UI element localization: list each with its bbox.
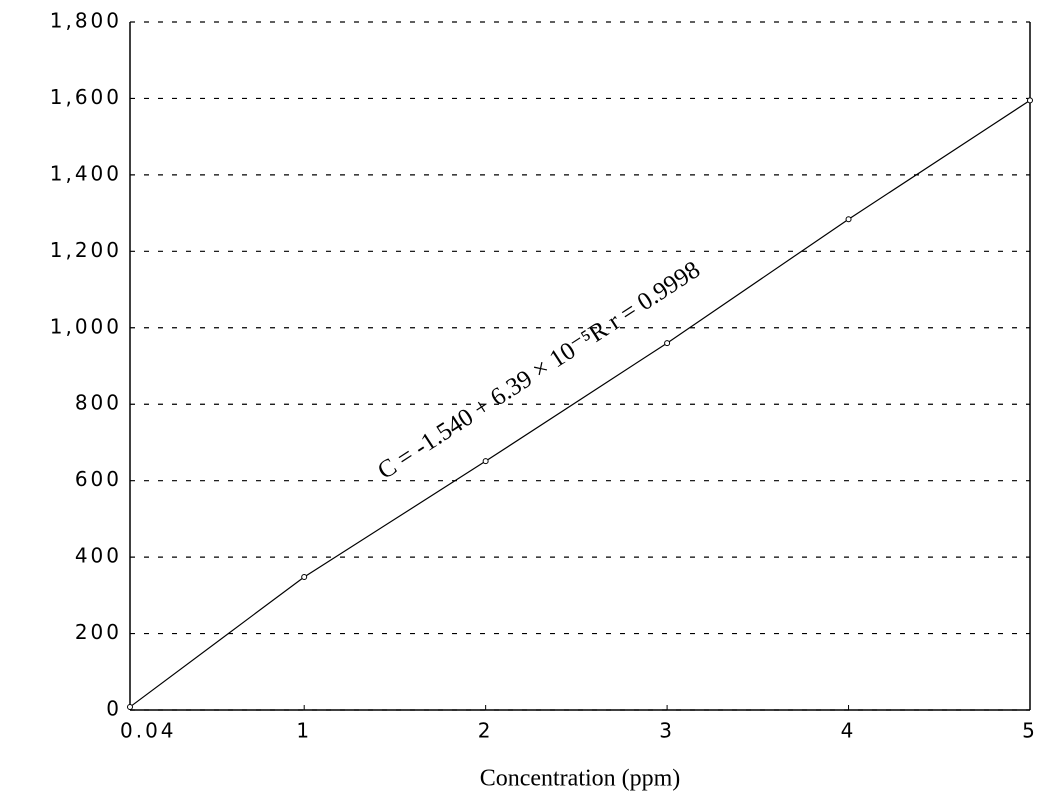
- data-point: [483, 459, 488, 464]
- y-tick-label: 400: [75, 544, 122, 568]
- y-tick-label: 200: [75, 620, 122, 644]
- y-tick-label: 1,200: [50, 238, 122, 262]
- y-tick-label: 1,400: [50, 161, 122, 185]
- x-axis-label: Concentration (ppm): [480, 766, 681, 792]
- data-point: [665, 341, 670, 346]
- y-tick-label: 1,000: [50, 314, 122, 338]
- x-tick-label: 0.04: [120, 719, 177, 743]
- y-tick-label: 800: [75, 391, 122, 415]
- x-tick-label: 1: [296, 719, 312, 743]
- annotation: C = -1.540 + 6.39 × 10⁻⁵R r = 0.9998: [373, 256, 705, 485]
- data-point: [128, 704, 133, 709]
- x-tick-label: 5: [1022, 719, 1038, 743]
- data-point: [846, 217, 851, 222]
- y-tick-label: 1,600: [50, 85, 122, 109]
- y-tick-label: 1,800: [50, 9, 122, 33]
- x-tick-label: 3: [659, 719, 675, 743]
- data-point: [302, 574, 307, 579]
- y-tick-label: 0: [106, 697, 122, 721]
- x-tick-label: 2: [478, 719, 494, 743]
- y-tick-label: 600: [75, 467, 122, 491]
- x-tick-label: 4: [841, 719, 857, 743]
- chart: Concentration (ppm) C = -1.540 + 6.39 × …: [0, 0, 1038, 803]
- data-point: [1028, 98, 1033, 103]
